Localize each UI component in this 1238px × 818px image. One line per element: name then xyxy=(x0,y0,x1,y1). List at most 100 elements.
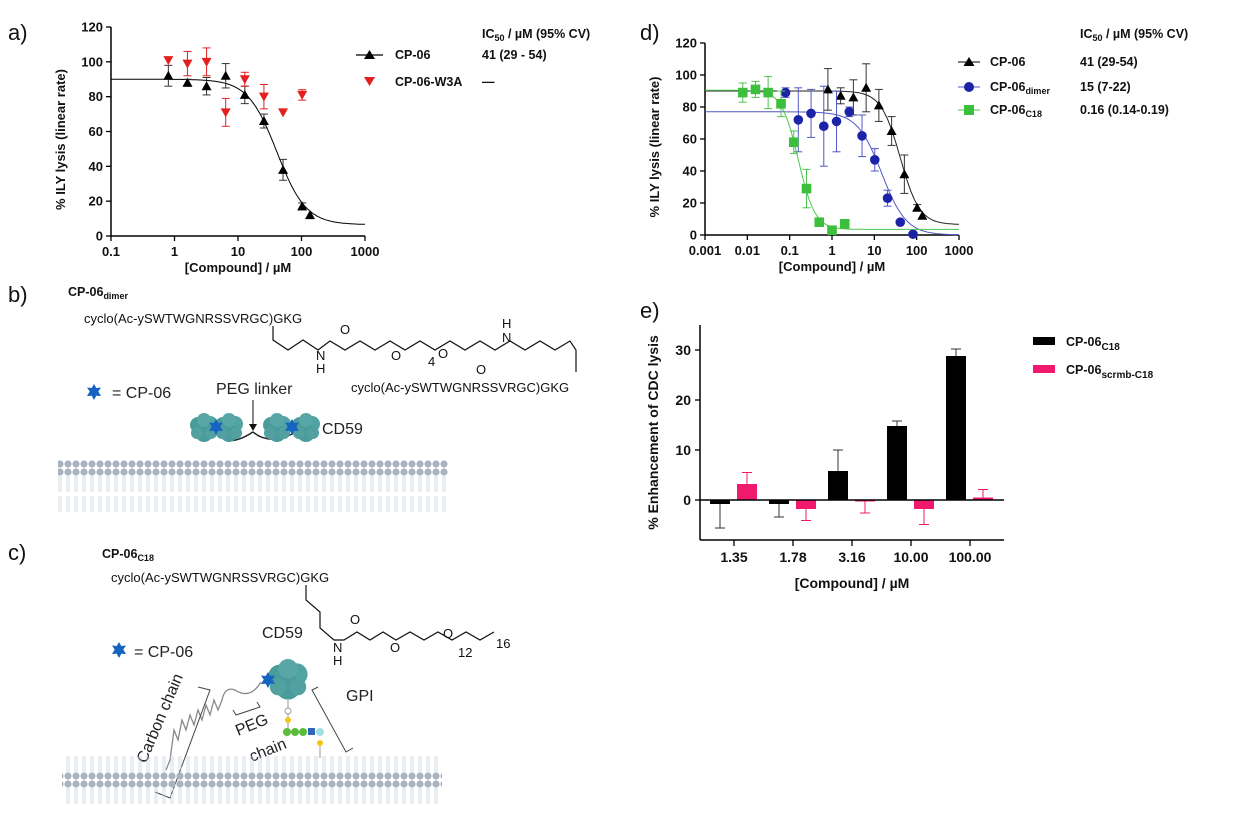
bar-scrmb xyxy=(973,497,993,500)
data-point-triangle-down xyxy=(182,59,193,69)
data-point-square xyxy=(750,84,761,95)
c18-key: = CP-06 xyxy=(134,644,193,661)
legend-marker-square xyxy=(964,105,974,115)
x-tick-label: 10 xyxy=(231,244,245,259)
x-tick-label: 3.16 xyxy=(838,549,865,565)
bar-scrmb xyxy=(796,500,816,509)
data-point-circle xyxy=(895,217,906,227)
data-point-square xyxy=(839,219,850,229)
dimer-sequence-1: cyclo(Ac-ySWTWGNRSSVRGC)GKG xyxy=(84,311,302,326)
peg-chain-label-1: PEG xyxy=(233,711,271,739)
x-tick-label: 10 xyxy=(867,243,881,258)
repeat-count: 4 xyxy=(428,354,435,369)
panel-label-b: b) xyxy=(8,282,28,307)
panel-label-d: d) xyxy=(640,20,660,45)
data-point-triangle xyxy=(220,70,231,80)
atom-label: O xyxy=(390,640,400,655)
legend-d-series-3: CP-06C18 xyxy=(990,103,1042,119)
y-tick-label: 120 xyxy=(675,36,697,51)
x-tick-label: 1.35 xyxy=(720,549,747,565)
x-tick-label: 0.1 xyxy=(781,243,799,258)
atom-label: H xyxy=(333,653,342,668)
data-point-circle xyxy=(831,116,842,127)
x-tick-label: 100 xyxy=(906,243,928,258)
y-tick-label: 40 xyxy=(683,164,697,179)
y-axis-label: % ILY lysis (linear rate) xyxy=(647,77,662,218)
data-point-triangle-down xyxy=(297,90,308,100)
panel-label-e: e) xyxy=(640,298,660,323)
x-tick-label: 1 xyxy=(828,243,835,258)
y-axis-label: % ILY lysis (linear rate) xyxy=(53,69,68,210)
y-tick-label: 0 xyxy=(690,228,697,243)
y-tick-label: 10 xyxy=(675,442,691,458)
y-tick-label: 60 xyxy=(683,132,697,147)
legend-a: IC50 / µM (95% CV) CP-06 41 (29 - 54) CP… xyxy=(356,27,590,89)
x-tick-label: 1.78 xyxy=(779,549,806,565)
data-point-triangle xyxy=(873,100,884,110)
legend-marker-circle xyxy=(964,82,974,92)
cd59-label-c: CD59 xyxy=(262,625,303,642)
legend-d-series-1: CP-06 xyxy=(990,55,1025,69)
data-point-triangle xyxy=(297,201,308,211)
panel-label-a: a) xyxy=(8,20,28,45)
y-tick-label: 20 xyxy=(683,196,697,211)
x-tick-label: 10.00 xyxy=(893,549,928,565)
data-point-triangle xyxy=(239,89,250,99)
legend-a-series-2: CP-06-W3A xyxy=(395,75,462,89)
dimer-key: = CP-06 xyxy=(112,385,171,402)
diagram-c-c18: CP-06C18 cyclo(Ac-ySWTWGNRSSVRGC)GKG O N… xyxy=(62,547,510,808)
data-point-circle xyxy=(818,121,829,131)
y-tick-label: 0 xyxy=(683,492,691,508)
chart-d-dose-response: 0 20 40 60 80 100 120 0.001 0.01 0.1 1 10 100 1000 [Co… xyxy=(647,36,973,275)
bar-c18 xyxy=(946,356,966,500)
atom-label: H xyxy=(316,361,325,376)
y-tick-label: 80 xyxy=(683,100,697,115)
data-point-triangle xyxy=(899,169,910,179)
data-point-circle xyxy=(806,108,816,119)
legend-a-ic50-2: — xyxy=(482,75,495,89)
legend-d-ic50-1: 41 (29-54) xyxy=(1080,55,1138,69)
bar-scrmb xyxy=(914,500,934,509)
data-point-triangle xyxy=(258,116,269,126)
panel-label-c: c) xyxy=(8,540,26,565)
legend-swatch-black xyxy=(1033,337,1055,345)
y-tick-label: 100 xyxy=(81,54,103,69)
cd59-protein-icon xyxy=(268,659,308,700)
x-axis-label: [Compound] / µM xyxy=(795,575,910,591)
x-tick-label: 0.001 xyxy=(689,243,722,258)
data-point-triangle xyxy=(278,164,289,174)
legend-e-series-2: CP-06scrmb-C18 xyxy=(1066,363,1154,381)
legend-e: CP-06C18 CP-06scrmb-C18 xyxy=(1033,335,1154,381)
data-point-square xyxy=(763,87,773,98)
data-point-triangle xyxy=(201,81,212,91)
data-point-triangle-down xyxy=(239,75,250,85)
carbon-chain-label: Carbon chain xyxy=(134,671,187,765)
gpi-anchor-icon xyxy=(283,700,324,758)
x-tick-label: 100 xyxy=(291,244,313,259)
gpi-bracket xyxy=(311,686,354,753)
data-point-triangle-down xyxy=(278,108,289,118)
legend-d-series-2: CP-06dimer xyxy=(990,80,1050,96)
data-point-circle xyxy=(780,87,791,98)
x-tick-label: 1 xyxy=(171,244,178,259)
bar-c18 xyxy=(887,426,907,500)
data-point-square xyxy=(737,87,748,98)
peg-arrowhead xyxy=(249,424,257,431)
data-point-square xyxy=(814,217,825,227)
atom-label: N xyxy=(316,348,325,363)
legend-d-ic50-2: 15 (7-22) xyxy=(1080,80,1131,94)
data-point-circle xyxy=(844,107,855,117)
legend-a-ic50-1: 41 (29 - 54) xyxy=(482,48,547,62)
diagram-b-dimer: CP-06dimer cyclo(Ac-ySWTWGNRSSVRGC)GKG O… xyxy=(58,285,577,512)
cp06-star-icon xyxy=(87,384,101,400)
data-point-triangle xyxy=(835,90,846,100)
x-tick-label: 1000 xyxy=(351,244,380,259)
peg-linker-label: PEG linker xyxy=(216,381,293,398)
legend-marker-triangle-up xyxy=(364,50,375,59)
y-tick-label: 30 xyxy=(675,342,691,358)
c18-linker-structure xyxy=(305,585,495,641)
data-point-triangle xyxy=(822,84,833,94)
data-point-circle xyxy=(882,193,893,203)
legend-marker-triangle-down xyxy=(364,77,375,86)
cd59-protein-icon xyxy=(263,413,291,442)
